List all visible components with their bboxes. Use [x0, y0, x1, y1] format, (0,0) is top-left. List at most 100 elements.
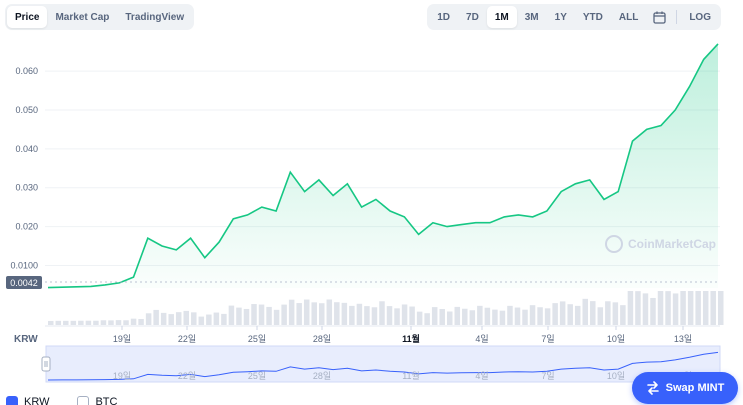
- volume-bar: [236, 307, 242, 325]
- volume-bar: [206, 314, 212, 325]
- volume-bar: [251, 304, 257, 325]
- volume-bar: [574, 305, 581, 325]
- currency-label: KRW: [14, 334, 38, 345]
- volume-bar: [303, 299, 310, 325]
- volume-bar: [635, 291, 641, 325]
- volume-bar: [379, 301, 385, 325]
- navigator-left-handle[interactable]: [41, 356, 51, 372]
- navigator-tick-label: 22일: [178, 371, 196, 381]
- volume-bar: [650, 297, 656, 325]
- volume-bar: [529, 305, 536, 325]
- coinmarketcap-watermark: CoinMarketCap: [605, 235, 716, 253]
- y-axis-ticks: 0.060 0.050 0.040 0.030 0.020 0.0100: [10, 66, 38, 270]
- volume-bar: [191, 312, 197, 325]
- tab-tradingview[interactable]: TradingView: [125, 11, 185, 23]
- tab-market-cap[interactable]: Market Cap: [55, 11, 110, 23]
- range-1m[interactable]: 1M: [486, 6, 517, 28]
- x-tick-label: 19일: [113, 334, 131, 344]
- legend-item-krw[interactable]: KRW: [6, 396, 49, 405]
- log-scale-toggle[interactable]: LOG: [689, 11, 711, 23]
- navigator-line: [47, 351, 719, 381]
- volume-bar: [108, 320, 114, 325]
- range-1y[interactable]: 1Y: [554, 11, 567, 23]
- navigator-tick-label: 28일: [313, 371, 331, 381]
- volume-bar: [710, 291, 716, 325]
- volume-bar: [319, 303, 325, 325]
- volume-bar: [544, 308, 551, 325]
- range-all[interactable]: ALL: [618, 11, 639, 23]
- legend-label-krw: KRW: [24, 396, 50, 405]
- range-7d[interactable]: 7D: [466, 11, 479, 23]
- range-3m[interactable]: 3M: [524, 11, 539, 23]
- range-1d[interactable]: 1D: [437, 11, 451, 23]
- volume-bar: [718, 291, 724, 325]
- volume-bar: [145, 313, 152, 325]
- checkbox-btc[interactable]: [77, 396, 90, 405]
- legend-item-btc[interactable]: BTC: [77, 396, 117, 405]
- baseline-badge: [6, 276, 42, 289]
- volume-bar: [160, 312, 167, 325]
- price-area-fill: [48, 43, 718, 289]
- volume-bar: [175, 312, 182, 325]
- volume-bar: [63, 320, 69, 325]
- volume-bar: [620, 305, 626, 325]
- calendar-icon[interactable]: [646, 6, 672, 28]
- volume-bar: [341, 302, 348, 325]
- navigator-tick-label: 11월: [402, 370, 420, 381]
- volume-bar: [228, 305, 235, 325]
- volume-bar: [55, 320, 62, 325]
- y-tick-label: 0.020: [15, 222, 38, 232]
- volume-bar: [469, 310, 476, 325]
- volume-bar: [431, 307, 438, 325]
- volume-bar: [78, 320, 84, 325]
- volume-bar: [123, 320, 129, 325]
- volume-bar: [311, 302, 317, 325]
- volume-bar: [401, 304, 408, 325]
- volume-bar: [364, 306, 370, 325]
- volume-bar: [590, 301, 596, 325]
- divider: [676, 10, 678, 24]
- volume-bar: [522, 309, 528, 325]
- volume-bar: [48, 320, 54, 325]
- swap-button-label: Swap MINT: [665, 382, 725, 394]
- volume-bar: [334, 302, 340, 325]
- volume-bar: [462, 308, 468, 325]
- volume-bar: [446, 311, 453, 325]
- volume-bar: [439, 308, 445, 325]
- price-line: [47, 43, 719, 289]
- volume-bar: [484, 307, 491, 325]
- volume-bar: [627, 291, 634, 325]
- volume-bar: [499, 310, 506, 325]
- volume-bar: [409, 306, 415, 325]
- swap-arrows-icon: [646, 381, 659, 395]
- navigator-tick-label: 7일: [541, 371, 554, 381]
- volume-bar: [296, 303, 302, 325]
- volume-bar: [138, 318, 144, 325]
- volume-bar: [213, 312, 220, 325]
- volume-bar: [514, 307, 521, 325]
- volume-bar: [371, 307, 378, 325]
- volume-bar: [153, 309, 159, 325]
- volume-bar: [687, 291, 694, 325]
- volume-bar: [100, 320, 107, 325]
- volume-bar: [70, 320, 77, 325]
- x-tick-label: 22일: [178, 334, 196, 344]
- volume-bar: [454, 306, 461, 325]
- volume-bar: [356, 303, 363, 325]
- grid-lines: [45, 70, 720, 266]
- volume-bars: [48, 291, 724, 325]
- volume-bar: [507, 305, 513, 325]
- checkbox-krw[interactable]: [6, 396, 18, 405]
- volume-bar: [273, 309, 280, 325]
- volume-bar: [559, 301, 566, 325]
- legend-label-btc: BTC: [95, 396, 118, 405]
- x-tick-label: 28일: [313, 334, 331, 344]
- navigator-window[interactable]: [45, 345, 721, 383]
- volume-bar: [537, 307, 543, 325]
- tab-price[interactable]: Price: [7, 6, 48, 28]
- volume-bar: [680, 291, 686, 325]
- swap-button[interactable]: Swap MINT: [632, 372, 738, 404]
- volume-bar: [93, 320, 99, 325]
- range-ytd[interactable]: YTD: [582, 11, 603, 23]
